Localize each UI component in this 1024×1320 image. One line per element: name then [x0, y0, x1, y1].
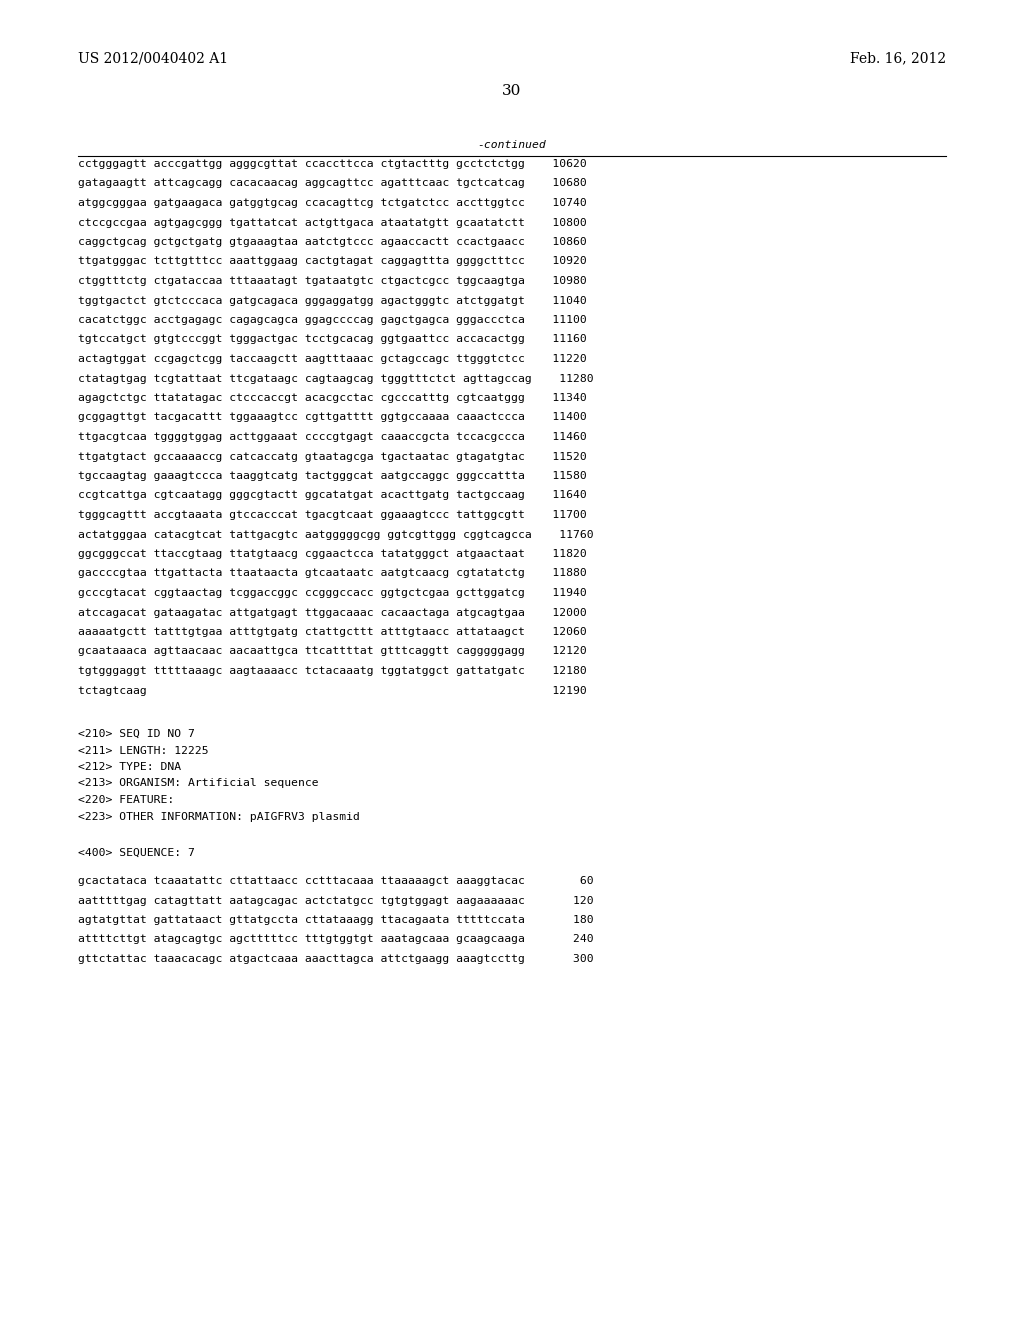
Text: 30: 30	[503, 84, 521, 98]
Text: gcaataaaca agttaacaac aacaattgca ttcattttat gtttcaggtt cagggggagg    12120: gcaataaaca agttaacaac aacaattgca ttcattt…	[78, 647, 587, 656]
Text: agagctctgc ttatatagac ctcccaccgt acacgcctac cgcccatttg cgtcaatggg    11340: agagctctgc ttatatagac ctcccaccgt acacgcc…	[78, 393, 587, 403]
Text: tgggcagttt accgtaaata gtccacccat tgacgtcaat ggaaagtccc tattggcgtt    11700: tgggcagttt accgtaaata gtccacccat tgacgtc…	[78, 510, 587, 520]
Text: atccagacat gataagatac attgatgagt ttggacaaac cacaactaga atgcagtgaa    12000: atccagacat gataagatac attgatgagt ttggaca…	[78, 607, 587, 618]
Text: caggctgcag gctgctgatg gtgaaagtaa aatctgtccc agaaccactt ccactgaacc    10860: caggctgcag gctgctgatg gtgaaagtaa aatctgt…	[78, 238, 587, 247]
Text: -continued: -continued	[477, 140, 547, 150]
Text: <212> TYPE: DNA: <212> TYPE: DNA	[78, 762, 181, 772]
Text: ttgatgggac tcttgtttcc aaattggaag cactgtagat caggagttta ggggctttcc    10920: ttgatgggac tcttgtttcc aaattggaag cactgta…	[78, 256, 587, 267]
Text: attttcttgt atagcagtgc agctttttcc tttgtggtgt aaatagcaaa gcaagcaaga       240: attttcttgt atagcagtgc agctttttcc tttgtgg…	[78, 935, 594, 945]
Text: ctccgccgaa agtgagcggg tgattatcat actgttgaca ataatatgtt gcaatatctt    10800: ctccgccgaa agtgagcggg tgattatcat actgttg…	[78, 218, 587, 227]
Text: tgtccatgct gtgtcccggt tgggactgac tcctgcacag ggtgaattcc accacactgg    11160: tgtccatgct gtgtcccggt tgggactgac tcctgca…	[78, 334, 587, 345]
Text: cctgggagtt acccgattgg agggcgttat ccaccttcca ctgtactttg gcctctctgg    10620: cctgggagtt acccgattgg agggcgttat ccacctt…	[78, 158, 587, 169]
Text: gatagaagtt attcagcagg cacacaacag aggcagttcc agatttcaac tgctcatcag    10680: gatagaagtt attcagcagg cacacaacag aggcagt…	[78, 178, 587, 189]
Text: actagtggat ccgagctcgg taccaagctt aagtttaaac gctagccagc ttgggtctcc    11220: actagtggat ccgagctcgg taccaagctt aagttta…	[78, 354, 587, 364]
Text: cacatctggc acctgagagc cagagcagca ggagccccag gagctgagca gggaccctca    11100: cacatctggc acctgagagc cagagcagca ggagccc…	[78, 315, 587, 325]
Text: agtatgttat gattataact gttatgccta cttataaagg ttacagaata tttttccata       180: agtatgttat gattataact gttatgccta cttataa…	[78, 915, 594, 925]
Text: gttctattac taaacacagc atgactcaaa aaacttagca attctgaagg aaagtccttg       300: gttctattac taaacacagc atgactcaaa aaactta…	[78, 954, 594, 964]
Text: ggcgggccat ttaccgtaag ttatgtaacg cggaactcca tatatgggct atgaactaat    11820: ggcgggccat ttaccgtaag ttatgtaacg cggaact…	[78, 549, 587, 558]
Text: actatgggaa catacgtcat tattgacgtc aatgggggcgg ggtcgttggg cggtcagcca    11760: actatgggaa catacgtcat tattgacgtc aatgggg…	[78, 529, 594, 540]
Text: <211> LENGTH: 12225: <211> LENGTH: 12225	[78, 746, 209, 755]
Text: tgccaagtag gaaagtccca taaggtcatg tactgggcat aatgccaggc gggccattta    11580: tgccaagtag gaaagtccca taaggtcatg tactggg…	[78, 471, 587, 480]
Text: ctggtttctg ctgataccaa tttaaatagt tgataatgtc ctgactcgcc tggcaagtga    10980: ctggtttctg ctgataccaa tttaaatagt tgataat…	[78, 276, 587, 286]
Text: Feb. 16, 2012: Feb. 16, 2012	[850, 51, 946, 65]
Text: tctagtcaag                                                           12190: tctagtcaag 12190	[78, 685, 587, 696]
Text: US 2012/0040402 A1: US 2012/0040402 A1	[78, 51, 228, 65]
Text: tggtgactct gtctcccaca gatgcagaca gggaggatgg agactgggtc atctggatgt    11040: tggtgactct gtctcccaca gatgcagaca gggagga…	[78, 296, 587, 305]
Text: ccgtcattga cgtcaatagg gggcgtactt ggcatatgat acacttgatg tactgccaag    11640: ccgtcattga cgtcaatagg gggcgtactt ggcatat…	[78, 491, 587, 500]
Text: <400> SEQUENCE: 7: <400> SEQUENCE: 7	[78, 847, 195, 858]
Text: ttgatgtact gccaaaaccg catcaccatg gtaatagcga tgactaatac gtagatgtac    11520: ttgatgtact gccaaaaccg catcaccatg gtaatag…	[78, 451, 587, 462]
Text: gaccccgtaa ttgattacta ttaataacta gtcaataatc aatgtcaacg cgtatatctg    11880: gaccccgtaa ttgattacta ttaataacta gtcaata…	[78, 569, 587, 578]
Text: <213> ORGANISM: Artificial sequence: <213> ORGANISM: Artificial sequence	[78, 779, 318, 788]
Text: ctatagtgag tcgtattaat ttcgataagc cagtaagcag tgggtttctct agttagccag    11280: ctatagtgag tcgtattaat ttcgataagc cagtaag…	[78, 374, 594, 384]
Text: ttgacgtcaa tggggtggag acttggaaat ccccgtgagt caaaccgcta tccacgccca    11460: ttgacgtcaa tggggtggag acttggaaat ccccgtg…	[78, 432, 587, 442]
Text: aatttttgag catagttatt aatagcagac actctatgcc tgtgtggagt aagaaaaaac       120: aatttttgag catagttatt aatagcagac actctat…	[78, 895, 594, 906]
Text: aaaaatgctt tatttgtgaa atttgtgatg ctattgcttt atttgtaacc attataagct    12060: aaaaatgctt tatttgtgaa atttgtgatg ctattgc…	[78, 627, 587, 638]
Text: gcggagttgt tacgacattt tggaaagtcc cgttgatttt ggtgccaaaa caaactccca    11400: gcggagttgt tacgacattt tggaaagtcc cgttgat…	[78, 412, 587, 422]
Text: tgtgggaggt tttttaaagc aagtaaaacc tctacaaatg tggtatggct gattatgatc    12180: tgtgggaggt tttttaaagc aagtaaaacc tctacaa…	[78, 667, 587, 676]
Text: <220> FEATURE:: <220> FEATURE:	[78, 795, 174, 805]
Text: <210> SEQ ID NO 7: <210> SEQ ID NO 7	[78, 729, 195, 739]
Text: gcccgtacat cggtaactag tcggaccggc ccgggccacc ggtgctcgaa gcttggatcg    11940: gcccgtacat cggtaactag tcggaccggc ccgggcc…	[78, 587, 587, 598]
Text: atggcgggaa gatgaagaca gatggtgcag ccacagttcg tctgatctcc accttggtcc    10740: atggcgggaa gatgaagaca gatggtgcag ccacagt…	[78, 198, 587, 209]
Text: <223> OTHER INFORMATION: pAIGFRV3 plasmid: <223> OTHER INFORMATION: pAIGFRV3 plasmi…	[78, 812, 359, 821]
Text: gcactataca tcaaatattc cttattaacc cctttacaaa ttaaaaagct aaaggtacac        60: gcactataca tcaaatattc cttattaacc cctttac…	[78, 876, 594, 886]
